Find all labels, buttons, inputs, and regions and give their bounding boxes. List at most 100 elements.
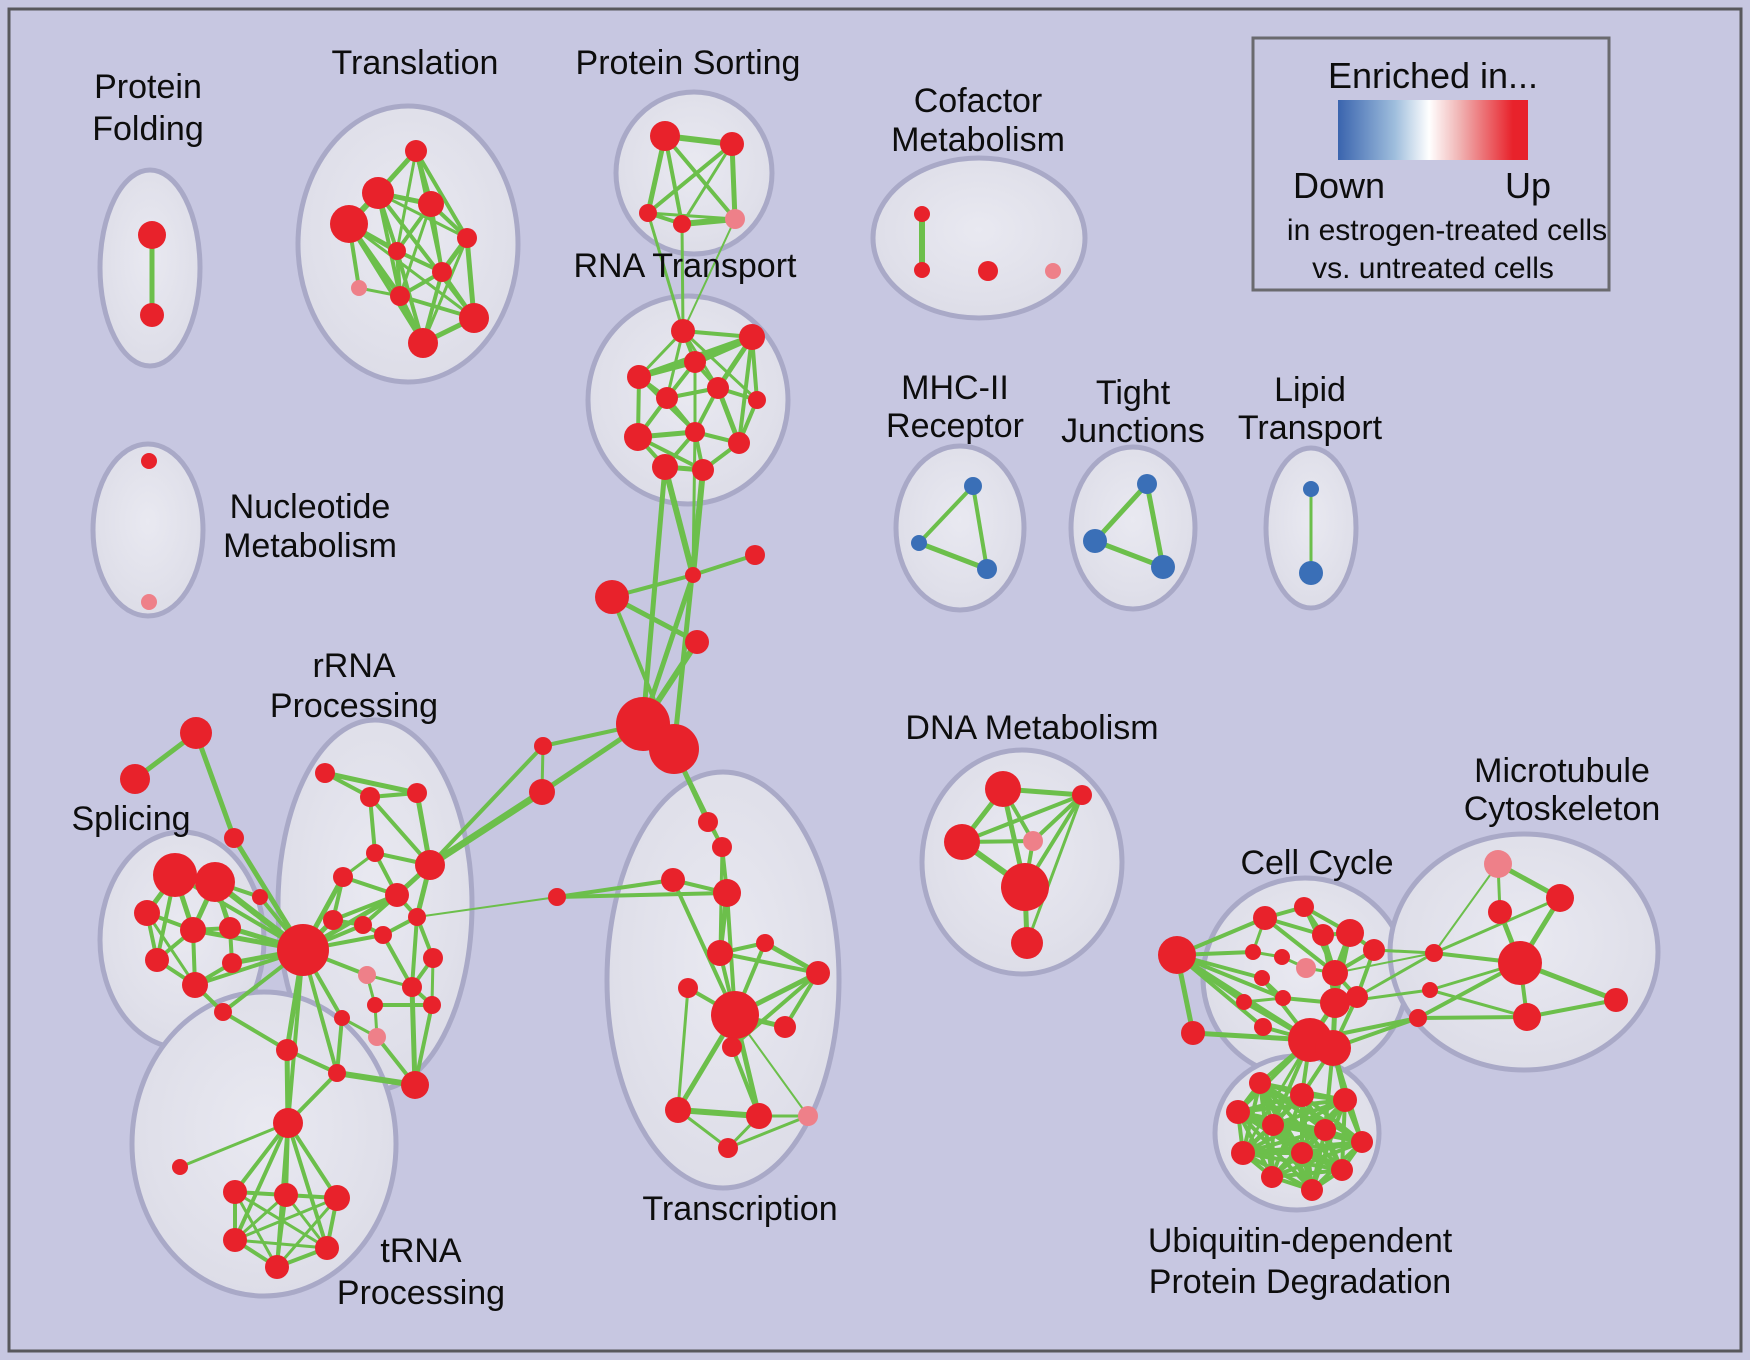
network-edge [555, 891, 729, 899]
network-edge [671, 467, 706, 752]
node-r20 [401, 1071, 429, 1099]
node-pf2 [140, 303, 164, 327]
node-tn7 [315, 1236, 339, 1260]
network-edge [680, 222, 685, 333]
network-edge [1270, 1168, 1344, 1179]
network-edge [410, 915, 419, 989]
cluster-label-layer: Protein Folding Translation Protein Sorting… [71, 44, 1660, 1312]
cluster-label-microtubule-cytoskeleton: Microtubule Cytoskeleton [1464, 752, 1661, 828]
network-edge [675, 1107, 762, 1119]
node-cc4 [1312, 924, 1334, 946]
node-u11 [1261, 1166, 1283, 1188]
network-edge [1263, 916, 1337, 975]
node-s6 [145, 948, 169, 972]
network-edge [178, 1121, 290, 1169]
network-edge [1334, 952, 1435, 974]
node-ps3 [639, 204, 657, 222]
node-u1 [1249, 1072, 1271, 1094]
node-r7 [385, 883, 409, 907]
node-c4 [745, 545, 765, 565]
node-cc13 [1275, 990, 1291, 1006]
node-t2 [362, 177, 394, 209]
network-edge [646, 142, 734, 215]
node-x2 [120, 764, 150, 794]
node-r1 [315, 763, 335, 783]
network-edge [1416, 1015, 1529, 1020]
node-rt4 [627, 365, 651, 389]
legend-border [1251, 36, 1611, 292]
node-s1 [153, 853, 197, 897]
node-d2 [1072, 785, 1092, 805]
node-t1 [405, 140, 427, 162]
node-r8 [423, 948, 443, 968]
node-r3 [407, 783, 427, 803]
node-ps2 [720, 132, 744, 156]
node-d4 [1023, 831, 1043, 851]
node-cf4 [1045, 263, 1061, 279]
node-tr12 [665, 1097, 691, 1123]
network-edge [233, 1190, 279, 1269]
cluster-label-cell-cycle: Cell Cycle [1240, 844, 1393, 882]
network-edge [971, 484, 989, 571]
node-s5 [219, 917, 241, 939]
node-tr8 [774, 1016, 796, 1038]
network-edge [555, 878, 675, 899]
node-cc3 [1294, 897, 1314, 917]
node-u4 [1226, 1100, 1250, 1124]
node-r2 [360, 787, 380, 807]
node-tn6 [265, 1255, 289, 1279]
node-u9 [1351, 1131, 1373, 1153]
node-tj2 [1083, 529, 1107, 553]
node-r19 [328, 1064, 346, 1082]
network-edge [640, 464, 668, 727]
network-edge [233, 1121, 290, 1242]
node-tr5 [707, 940, 733, 966]
node-rt11 [652, 454, 678, 480]
cluster-ellipse-nucleotide-metabolism [90, 441, 206, 619]
cluster-label-tight-junctions: Tight Junctions [1061, 374, 1205, 450]
node-tj3 [1151, 555, 1175, 579]
node-tr6 [678, 978, 698, 998]
cluster-label-mhc-ii-receptor: MHC-II Receptor [886, 369, 1024, 445]
node-tj1 [1137, 474, 1157, 494]
node-s7 [252, 889, 268, 905]
network-edge [428, 744, 545, 867]
node-r6 [415, 850, 445, 880]
network-edge [233, 1238, 329, 1250]
node-u7 [1231, 1141, 1255, 1165]
network-edge [671, 878, 737, 1017]
node-tr9 [756, 934, 774, 952]
node-m3 [977, 559, 997, 579]
cluster-label-transcription: Transcription [642, 1190, 837, 1228]
node-tr3 [661, 868, 685, 892]
node-r21 [276, 1039, 298, 1061]
node-n1 [141, 453, 157, 469]
node-mt6 [1513, 1003, 1541, 1031]
node-rt1 [671, 319, 695, 343]
node-mt4 [1498, 941, 1542, 985]
node-tn3 [274, 1183, 298, 1207]
network-edge [275, 1193, 288, 1269]
node-mt1 [1484, 850, 1512, 878]
node-s4 [180, 917, 206, 943]
node-tr14 [798, 1106, 818, 1126]
network-edge [729, 141, 738, 222]
node-r11 [374, 926, 392, 944]
node-cc9 [1296, 958, 1316, 978]
node-cc18 [1181, 1021, 1205, 1045]
node-cc6 [1363, 939, 1385, 961]
network-edge [233, 1196, 339, 1242]
network-edge [286, 948, 305, 1125]
network-edge [960, 793, 1084, 844]
node-cc19 [1254, 1018, 1272, 1036]
figure-border [7, 7, 1743, 1353]
node-d5 [1001, 863, 1049, 911]
network-edge [916, 540, 990, 572]
node-ps1 [650, 121, 680, 151]
network-edge [426, 788, 546, 869]
cluster-label-trna-processing: tRNA Processing [337, 1232, 505, 1312]
node-tr10 [806, 961, 830, 985]
node-u2 [1290, 1083, 1314, 1107]
node-u5 [1262, 1114, 1284, 1136]
